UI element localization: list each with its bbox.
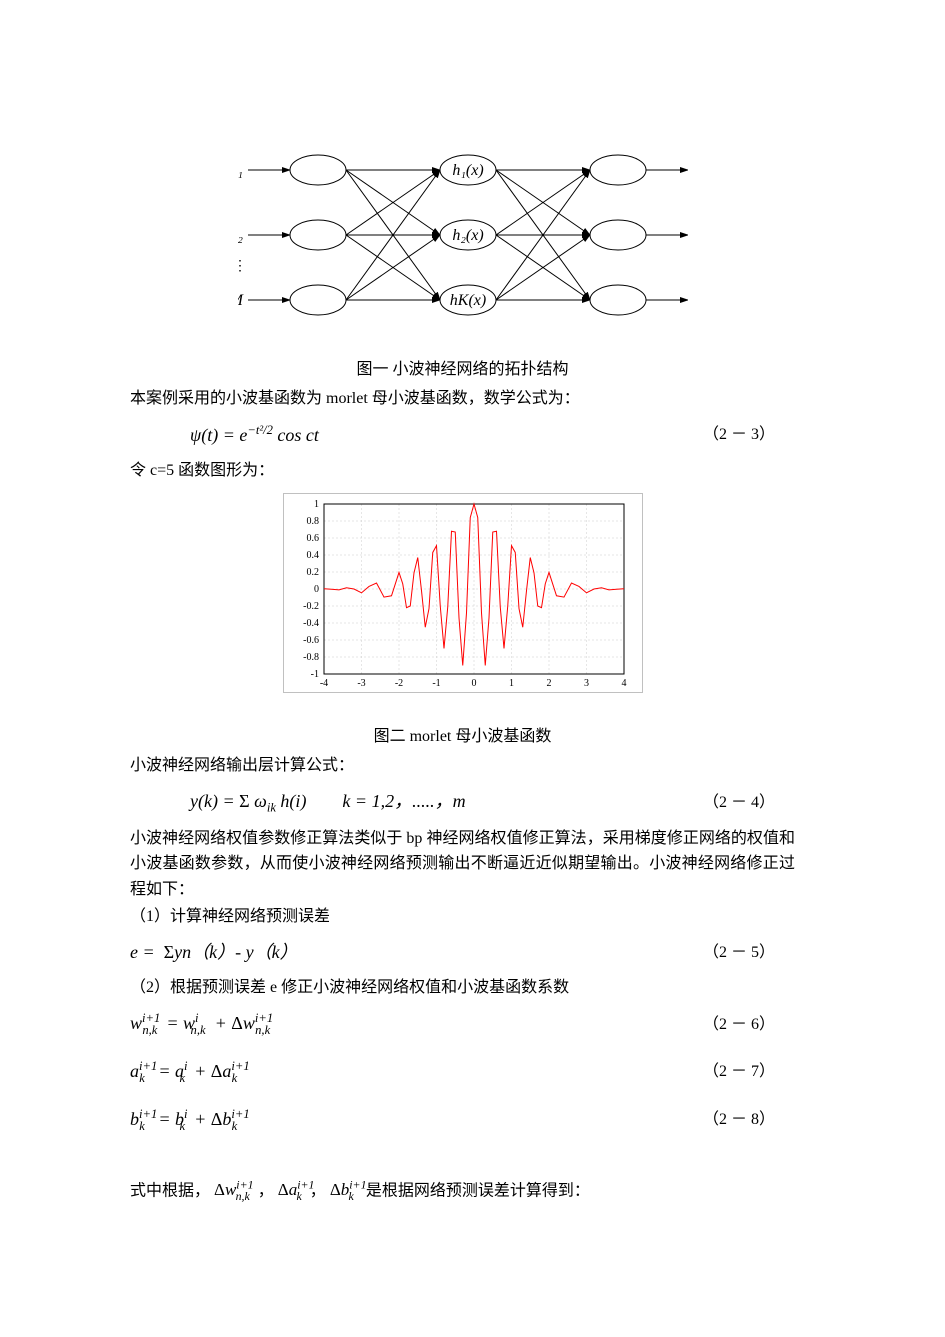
fig1-svg: h₁(x)h₂(x)hK(x)x₁x₂xMy₁y₂yN⋮ [238, 130, 688, 340]
svg-text:0.2: 0.2 [306, 567, 319, 578]
formula-2-3-num: （2 － 3） [703, 422, 775, 448]
svg-text:0: 0 [471, 678, 476, 689]
paragraph-intro: 本案例采用的小波基函数为 morlet 母小波基函数，数学公式为： [130, 386, 795, 412]
svg-text:1: 1 [314, 499, 319, 510]
svg-text:4: 4 [621, 678, 626, 689]
svg-text:x₂: x₂ [238, 227, 243, 244]
formula-2-8-num: （2 － 8） [703, 1107, 775, 1133]
svg-text:xM: xM [238, 292, 245, 309]
svg-text:-2: -2 [394, 678, 402, 689]
fig2-svg: -4 -3 -2 -1 0 1 2 3 4 -1 -0.8 -0.6 -0.4 -0.2 0 0.2 0.4 0.… [283, 493, 643, 693]
formula-2-7: ai+1k = aik + Δai+1k （2 － 7） [130, 1056, 795, 1088]
formula-2-3: ψ(t) = e−t²/2 cos ct （2 － 3） [130, 420, 795, 450]
svg-text:h₁(x): h₁(x) [452, 162, 483, 179]
svg-text:⋮: ⋮ [238, 259, 247, 274]
formula-2-5-num: （2 － 5） [703, 940, 775, 966]
formula-2-4-math: y(k) = Σ ωik h(i) k = 1,2，.....，m [190, 787, 466, 818]
formula-2-6-math: wi+1n,k = win,k + Δwi+1n,k [130, 1008, 270, 1040]
svg-text:0: 0 [314, 584, 319, 595]
formula-2-6: wi+1n,k = win,k + Δwi+1n,k （2 － 6） [130, 1008, 795, 1040]
formula-2-8-math: bi+1k = bik + Δbi+1k [130, 1104, 237, 1136]
formula-2-6-num: （2 － 6） [703, 1012, 775, 1038]
paragraph-bp: 小波神经网络权值参数修正算法类似于 bp 神经网络权值修正算法，采用梯度修正网络… [130, 826, 795, 903]
svg-text:-0.2: -0.2 [303, 601, 319, 612]
step-1: （1）计算神经网络预测误差 [130, 904, 795, 930]
figure-1-network: h₁(x)h₂(x)hK(x)x₁x₂xMy₁y₂yN⋮ [130, 130, 795, 349]
formula-2-7-math: ai+1k = aik + Δai+1k [130, 1056, 237, 1088]
svg-text:-1: -1 [310, 669, 318, 680]
svg-text:-0.4: -0.4 [303, 618, 319, 629]
svg-text:0.8: 0.8 [306, 516, 319, 527]
formula-2-5-math: e = Σyn（k）- y（k） [130, 938, 298, 967]
paragraph-final: 式中根据， Δwi+1n,k ， Δai+1k ， Δbi+1k 是根据网络预测… [130, 1176, 795, 1206]
formula-2-3-math: ψ(t) = e−t²/2 cos ct [190, 420, 319, 450]
svg-text:0.4: 0.4 [306, 550, 319, 561]
final-suf: 是根据网络预测误差计算得到： [362, 1182, 590, 1199]
step-2: （2）根据预测误差 e 修正小波神经网络权值和小波基函数系数 [130, 975, 795, 1001]
svg-text:-0.8: -0.8 [303, 652, 319, 663]
svg-text:-3: -3 [357, 678, 365, 689]
figure-2-morlet: -4 -3 -2 -1 0 1 2 3 4 -1 -0.8 -0.6 -0.4 -0.2 0 0.2 0.4 0.… [130, 493, 795, 702]
formula-2-8: bi+1k = bik + Δbi+1k （2 － 8） [130, 1104, 795, 1136]
svg-text:3: 3 [584, 678, 589, 689]
formula-2-4-num: （2 － 4） [703, 790, 775, 816]
svg-text:0.6: 0.6 [306, 533, 319, 544]
svg-text:-1: -1 [432, 678, 440, 689]
formula-2-5: e = Σyn（k）- y（k） （2 － 5） [130, 938, 795, 967]
fig1-caption: 图一 小波神经网络的拓扑结构 [130, 357, 795, 383]
final-da: Δai+1k [278, 1180, 302, 1199]
final-pre: 式中根据， [130, 1182, 210, 1199]
svg-text:-0.6: -0.6 [303, 635, 319, 646]
fig2-caption: 图二 morlet 母小波基函数 [130, 724, 795, 750]
svg-text:1: 1 [509, 678, 514, 689]
final-db: Δbi+1k [330, 1180, 354, 1199]
formula-2-7-num: （2 － 7） [703, 1059, 775, 1085]
svg-text:-4: -4 [319, 678, 327, 689]
paragraph-output-formula: 小波神经网络输出层计算公式： [130, 753, 795, 779]
svg-text:hK(x): hK(x) [449, 292, 485, 309]
svg-text:x₁: x₁ [238, 162, 243, 179]
formula-2-4: y(k) = Σ ωik h(i) k = 1,2，.....，m （2 － 4… [130, 787, 795, 818]
svg-text:h₂(x): h₂(x) [452, 227, 483, 244]
svg-text:2: 2 [546, 678, 551, 689]
final-dw: Δwi+1n,k [214, 1180, 250, 1199]
paragraph-c5: 令 c=5 函数图形为： [130, 458, 795, 484]
